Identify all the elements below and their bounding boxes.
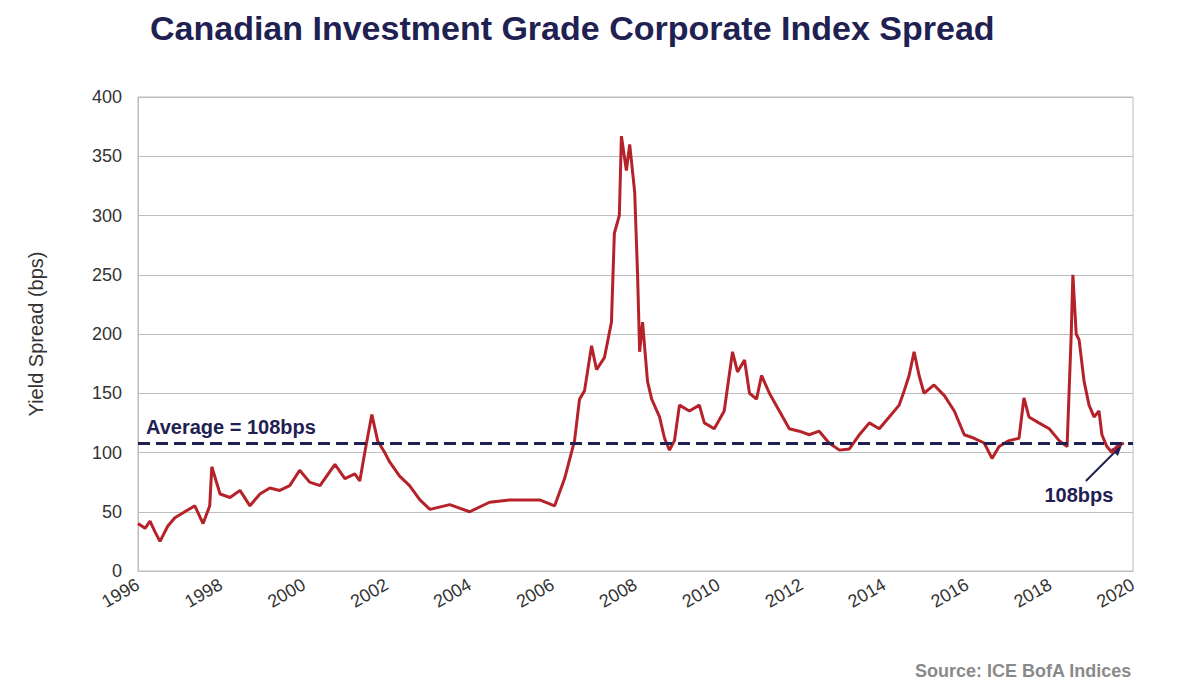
svg-text:0: 0 — [112, 561, 122, 581]
svg-text:2000: 2000 — [264, 574, 309, 611]
svg-text:Average = 108bps: Average = 108bps — [146, 416, 316, 438]
svg-text:2010: 2010 — [679, 574, 724, 611]
svg-text:1998: 1998 — [181, 574, 226, 611]
svg-text:250: 250 — [92, 265, 122, 285]
svg-text:150: 150 — [92, 383, 122, 403]
svg-text:108bps: 108bps — [1044, 484, 1113, 506]
svg-text:2006: 2006 — [513, 574, 558, 611]
svg-text:300: 300 — [92, 206, 122, 226]
svg-text:100: 100 — [92, 443, 122, 463]
svg-text:2018: 2018 — [1010, 574, 1055, 611]
svg-text:Yield Spread (bps): Yield Spread (bps) — [25, 252, 47, 417]
svg-text:350: 350 — [92, 146, 122, 166]
svg-text:2008: 2008 — [596, 574, 641, 611]
svg-text:200: 200 — [92, 324, 122, 344]
svg-text:2012: 2012 — [762, 574, 807, 611]
svg-text:50: 50 — [102, 502, 122, 522]
svg-text:2004: 2004 — [430, 574, 475, 611]
svg-text:2020: 2020 — [1093, 574, 1138, 611]
svg-text:2014: 2014 — [845, 574, 890, 611]
svg-text:1996: 1996 — [98, 574, 143, 611]
svg-text:Source: ICE BofA Indices: Source: ICE BofA Indices — [915, 661, 1131, 681]
svg-text:2002: 2002 — [347, 574, 392, 611]
svg-text:Canadian Investment Grade Corp: Canadian Investment Grade Corporate Inde… — [150, 9, 995, 47]
svg-text:400: 400 — [92, 87, 122, 107]
svg-text:2016: 2016 — [928, 574, 973, 611]
